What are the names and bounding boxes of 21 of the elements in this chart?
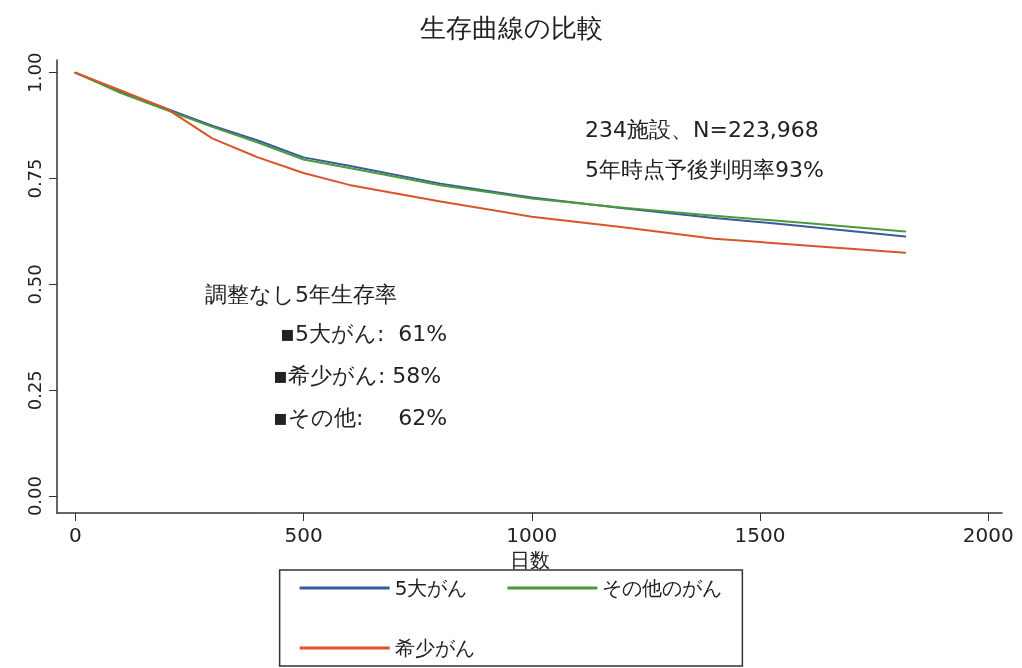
x-tick-label: 1500 [734,523,786,547]
chart-title: 生存曲線の比較 [419,13,603,43]
y-tick-label: 0.75 [23,158,45,199]
y-tick-label: 0.25 [23,370,45,411]
annotation: 234施設、N=223,968 [585,116,819,142]
legend-label: 希少がん [394,636,475,660]
x-tick-label: 2000 [962,523,1014,547]
legend-label: 5大がん [394,576,468,600]
x-tick-label: 1000 [506,523,558,547]
annotation: ▪その他: 62% [273,404,448,430]
annotation: ▪5大がん: 61% [280,320,448,346]
x-axis-title: 日数 [509,547,550,572]
annotation: 調整なし5年生存率 [205,281,397,307]
y-tick-label: 1.00 [23,52,45,93]
x-tick-label: 500 [284,523,323,547]
y-tick-label: 0.00 [23,476,45,517]
x-tick-label: 0 [68,523,82,547]
y-tick-label: 0.50 [23,264,45,305]
legend-label: その他のがん [602,576,723,600]
annotation: 5年時点予後判明率93% [585,156,824,182]
annotation: ▪希少がん: 58% [273,362,442,388]
